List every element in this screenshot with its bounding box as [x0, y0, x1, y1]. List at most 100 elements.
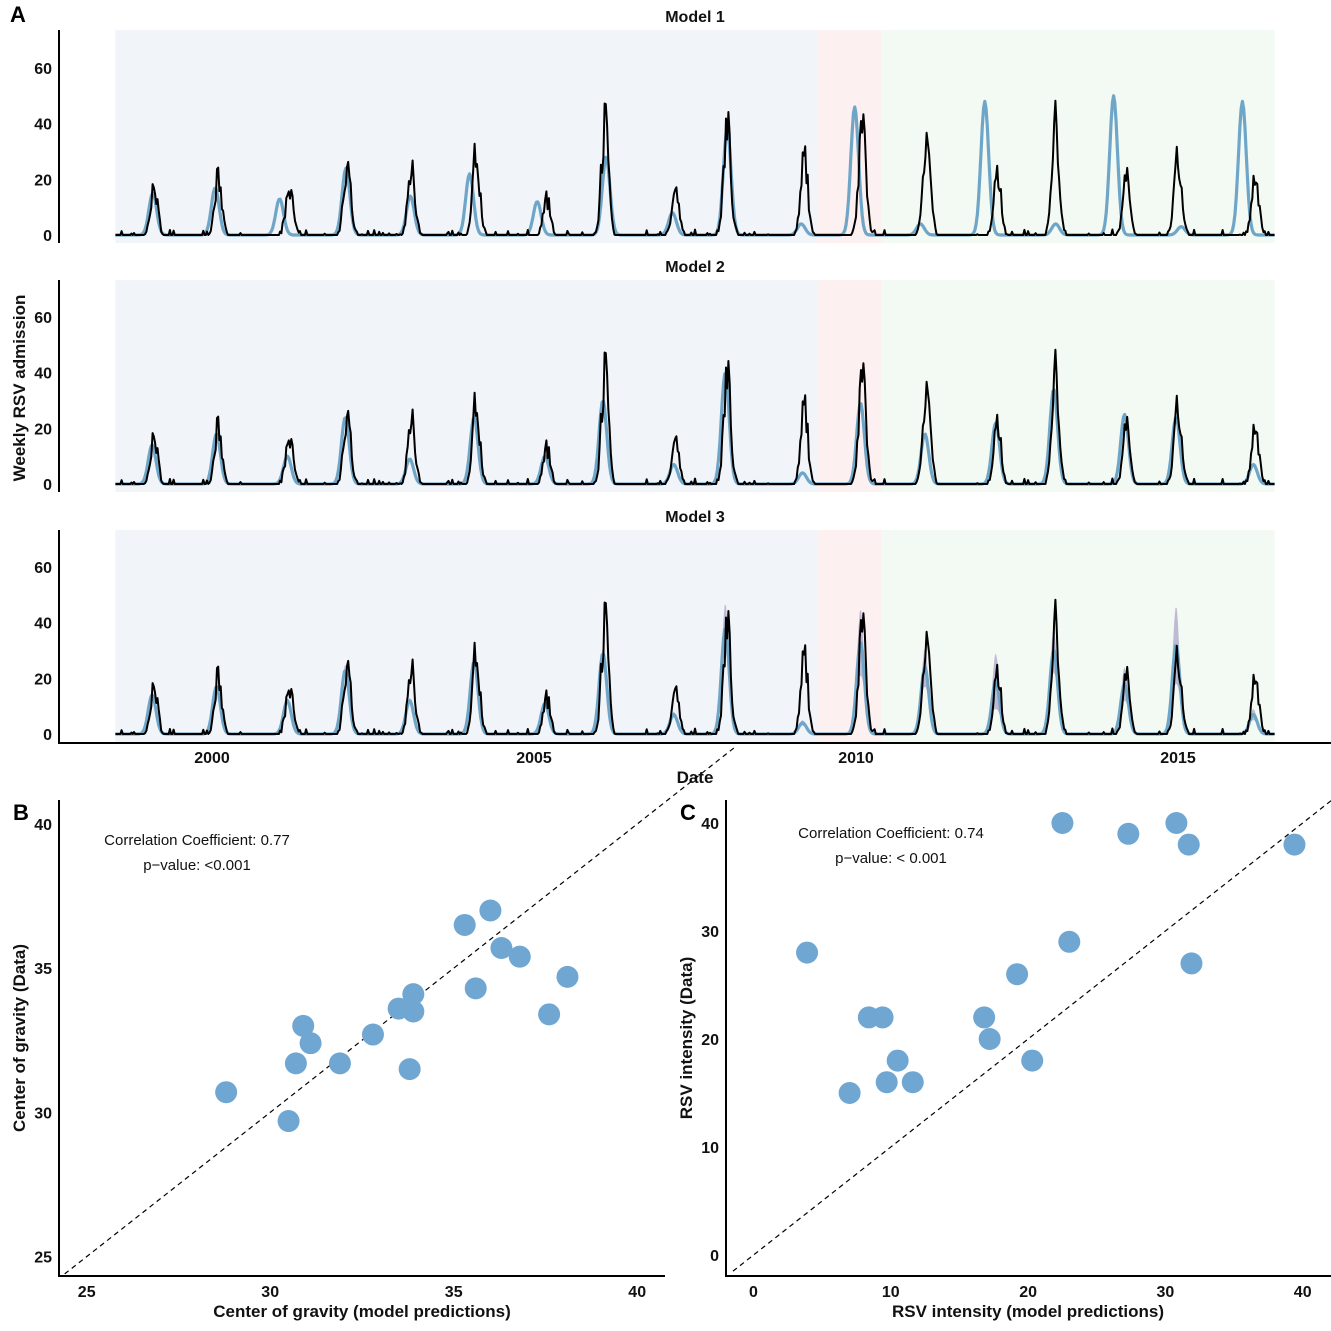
y-tick-label: 60 — [34, 61, 52, 78]
scatter-point — [215, 1081, 238, 1104]
facet-2: Model 2 0 20 40 60 — [34, 259, 1275, 494]
facet-title: Model 3 — [665, 509, 725, 526]
y-tick-label: 40 — [34, 366, 52, 383]
scatter-point — [292, 1014, 315, 1037]
y-tick-label: 40 — [34, 817, 52, 834]
panel-c-letter: C — [680, 800, 696, 825]
scatter-point — [871, 1006, 894, 1029]
y-tick-label: 20 — [34, 172, 52, 189]
x-tick-label: 25 — [78, 1284, 96, 1301]
facet-1: Model 1 0 20 40 60 — [34, 9, 1275, 245]
scatter-point — [402, 983, 425, 1006]
panel-c-identity-line — [732, 799, 1331, 1272]
y-tick-label: 0 — [43, 228, 52, 245]
scatter-point — [796, 941, 819, 964]
panel-a-timeseries: A Model 1 0 20 40 60 Model 2 0 20 40 60 Model 3 0 20… — [10, 2, 1331, 787]
scatter-point — [299, 1032, 322, 1055]
y-tick-label: 0 — [710, 1248, 719, 1265]
x-tick-label: 30 — [261, 1284, 279, 1301]
scatter-point — [838, 1082, 861, 1104]
panel-b-ticks: 25 30 35 40 25 30 35 40 — [34, 817, 646, 1301]
observed-line — [115, 348, 1275, 485]
panel-c-pvalue: p−value: < 0.001 — [835, 850, 947, 867]
scatter-point — [1051, 812, 1074, 834]
panel-c-y-title: RSV intensity (Data) — [677, 957, 696, 1119]
panel-c-points — [796, 812, 1306, 1104]
x-tick-label: 35 — [445, 1284, 463, 1301]
panel-c-scatter: C 0 10 20 30 40 0 10 20 30 40 Correlation Coeffic… — [677, 799, 1331, 1321]
panel-b-y-title: Center of gravity (Data) — [10, 944, 29, 1132]
y-tick-label: 40 — [34, 616, 52, 633]
panel-c-x-title: RSV intensity (model predictions) — [892, 1302, 1164, 1321]
x-tick-label: 2005 — [516, 750, 552, 767]
shading-pandemic — [817, 30, 882, 243]
y-tick-label: 30 — [701, 924, 719, 941]
scatter-point — [479, 899, 502, 922]
x-tick-label: 40 — [628, 1284, 646, 1301]
panel-a-x-ticks: 2000 2005 2010 2015 — [194, 750, 1196, 767]
panel-b-scatter: B 25 30 35 40 25 30 35 40 Correlation Coefficie… — [10, 745, 737, 1321]
panel-c-ticks: 0 10 20 30 40 0 10 20 30 40 — [701, 816, 1311, 1301]
scatter-point — [1177, 833, 1200, 856]
y-tick-label: 20 — [34, 421, 52, 438]
panel-b-letter: B — [13, 800, 29, 825]
shading-pandemic — [817, 280, 882, 492]
y-tick-label: 60 — [34, 310, 52, 327]
shading-fitting — [115, 530, 818, 742]
scatter-point — [1058, 930, 1081, 953]
panel-b-points — [215, 899, 579, 1133]
scatter-point — [402, 1000, 425, 1023]
panel-a-x-title: Date — [677, 768, 714, 787]
facet-title: Model 2 — [665, 259, 725, 276]
scatter-point — [875, 1071, 898, 1094]
x-tick-label: 10 — [882, 1284, 900, 1301]
panel-b-pvalue: p−value: <0.001 — [143, 857, 251, 874]
scatter-point — [490, 937, 513, 960]
x-tick-label: 20 — [1019, 1284, 1037, 1301]
facet-3: Model 3 0 20 40 60 — [34, 509, 1275, 744]
y-tick-label: 60 — [34, 560, 52, 577]
observed-line — [115, 99, 1275, 236]
panel-a-y-title: Weekly RSV admission — [10, 295, 29, 482]
x-tick-label: 2010 — [838, 750, 874, 767]
scatter-point — [973, 1006, 996, 1029]
y-tick-label: 40 — [701, 816, 719, 833]
scatter-point — [453, 913, 476, 936]
y-tick-label: 20 — [34, 671, 52, 688]
y-tick-label: 25 — [34, 1250, 52, 1267]
scatter-point — [1165, 812, 1188, 834]
x-tick-label: 0 — [749, 1284, 758, 1301]
shading-fitting — [115, 280, 818, 492]
y-tick-label: 0 — [43, 727, 52, 744]
x-tick-label: 40 — [1294, 1284, 1312, 1301]
scatter-point — [556, 965, 579, 988]
y-tick-label: 10 — [701, 1140, 719, 1157]
scatter-point — [901, 1071, 924, 1094]
panel-a-letter: A — [10, 2, 26, 27]
scatter-point — [1117, 822, 1140, 845]
scatter-point — [508, 945, 531, 968]
scatter-point — [277, 1110, 300, 1133]
x-tick-label: 30 — [1157, 1284, 1175, 1301]
facet-title: Model 1 — [665, 9, 725, 26]
shading-validation — [881, 530, 1275, 742]
scatter-point — [464, 977, 487, 1000]
scatter-point — [538, 1003, 561, 1026]
y-tick-label: 40 — [34, 117, 52, 134]
y-tick-label: 0 — [43, 477, 52, 494]
panel-b-x-title: Center of gravity (model predictions) — [213, 1302, 511, 1321]
x-tick-label: 2000 — [194, 750, 230, 767]
y-tick-label: 30 — [34, 1105, 52, 1122]
scatter-point — [398, 1058, 421, 1081]
panel-c-correlation: Correlation Coefficient: 0.74 — [798, 825, 984, 842]
x-tick-label: 2015 — [1160, 750, 1196, 767]
scatter-point — [1006, 963, 1029, 986]
scatter-point — [1021, 1049, 1044, 1072]
scatter-point — [978, 1028, 1001, 1050]
y-tick-label: 35 — [34, 961, 52, 978]
panel-b-correlation: Correlation Coefficient: 0.77 — [104, 832, 290, 849]
scatter-point — [1180, 952, 1203, 975]
scatter-point — [886, 1049, 909, 1072]
shading-validation — [881, 280, 1275, 492]
